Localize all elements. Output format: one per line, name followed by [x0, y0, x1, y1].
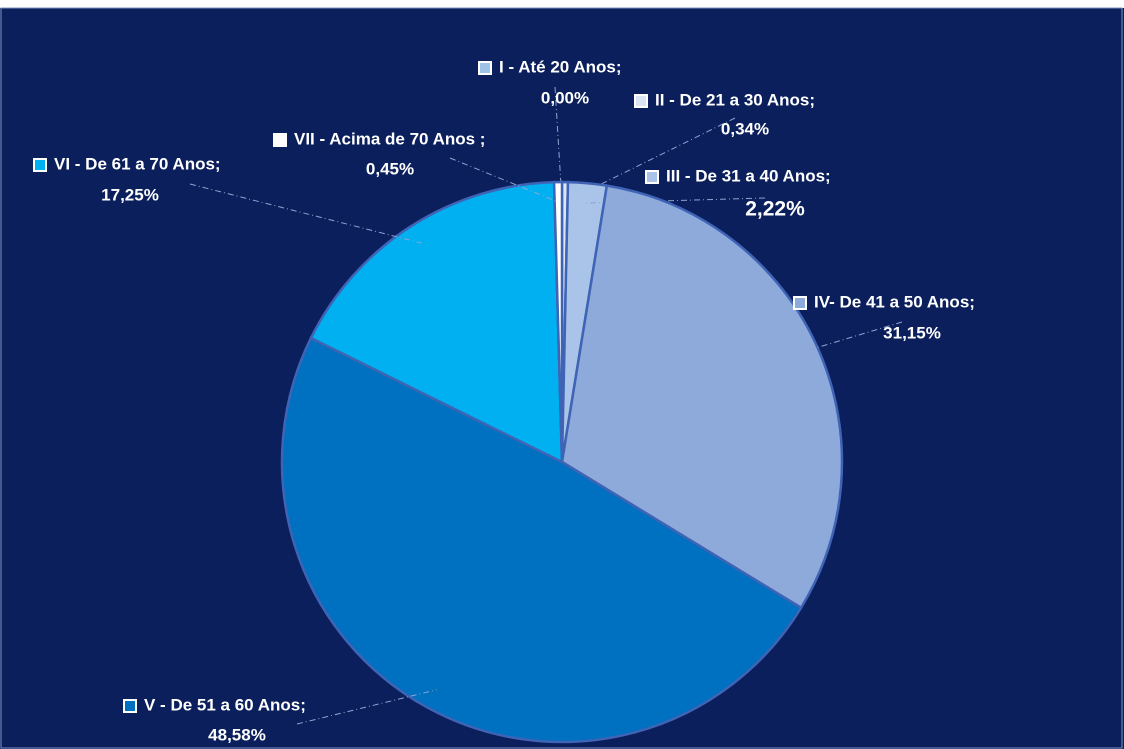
legend-marker — [273, 133, 287, 147]
chart-border — [0, 7, 1123, 749]
value-label: 0,00% — [541, 88, 589, 107]
value-label: 17,25% — [101, 185, 159, 204]
leader-line — [189, 183, 422, 244]
category-label: V - De 51 a 60 Anos; — [144, 695, 306, 714]
leader-line — [798, 321, 903, 354]
leader-line — [585, 197, 766, 204]
leader-line — [296, 689, 437, 725]
legend-marker — [123, 699, 137, 713]
legend-marker — [645, 170, 659, 184]
legend-marker — [634, 94, 648, 108]
category-label: IV- De 41 a 50 Anos; — [814, 292, 975, 311]
pie-slice — [560, 184, 844, 610]
pie-slice — [280, 336, 803, 744]
value-label: 0,45% — [366, 159, 414, 178]
legend-marker — [793, 296, 807, 310]
legend-marker — [33, 158, 47, 172]
value-label: 2,22% — [745, 198, 805, 221]
category-label: II - De 21 a 30 Anos; — [655, 90, 815, 109]
value-label: 31,15% — [883, 323, 941, 342]
value-label: 0,34% — [721, 119, 769, 138]
category-label: III - De 31 a 40 Anos; — [666, 166, 831, 185]
category-label: VI - De 61 a 70 Anos; — [54, 154, 221, 173]
legend-marker — [478, 61, 492, 75]
pie-slice — [309, 180, 564, 465]
pie-slice — [552, 180, 564, 463]
category-label: VII - Acima de 70 Anos ; — [294, 129, 485, 148]
value-label: 48,58% — [208, 725, 266, 744]
category-label: I - Até 20 Anos; — [499, 57, 621, 76]
